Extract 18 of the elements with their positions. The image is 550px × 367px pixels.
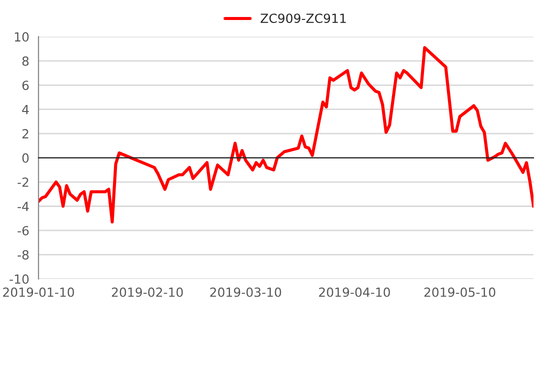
x-tick-label: 2019-02-10 (112, 287, 183, 297)
y-tick-label: 0 (22, 153, 29, 163)
y-tick-label: 10 (14, 32, 29, 42)
legend-label: ZC909-ZC911 (260, 14, 346, 24)
y-tick-label: -2 (18, 178, 28, 187)
y-tick-label: 6 (22, 80, 29, 90)
y-tick-label: -4 (18, 202, 29, 212)
x-tick-label: 2019-05-10 (424, 287, 496, 297)
line-series (38, 46, 534, 224)
x-tick-label: 2019-04-10 (319, 287, 390, 297)
y-tick-label: -6 (18, 226, 29, 236)
x-tick-label: 2019-03-10 (210, 287, 282, 297)
y-tick-label: 4 (22, 105, 29, 114)
y-tick-label: -8 (18, 250, 29, 260)
y-tick-label: 2 (22, 129, 28, 138)
y-tick-label: -10 (10, 274, 29, 284)
y-tick-label: 8 (22, 56, 29, 66)
x-tick-label: 2019-01-10 (3, 287, 74, 297)
